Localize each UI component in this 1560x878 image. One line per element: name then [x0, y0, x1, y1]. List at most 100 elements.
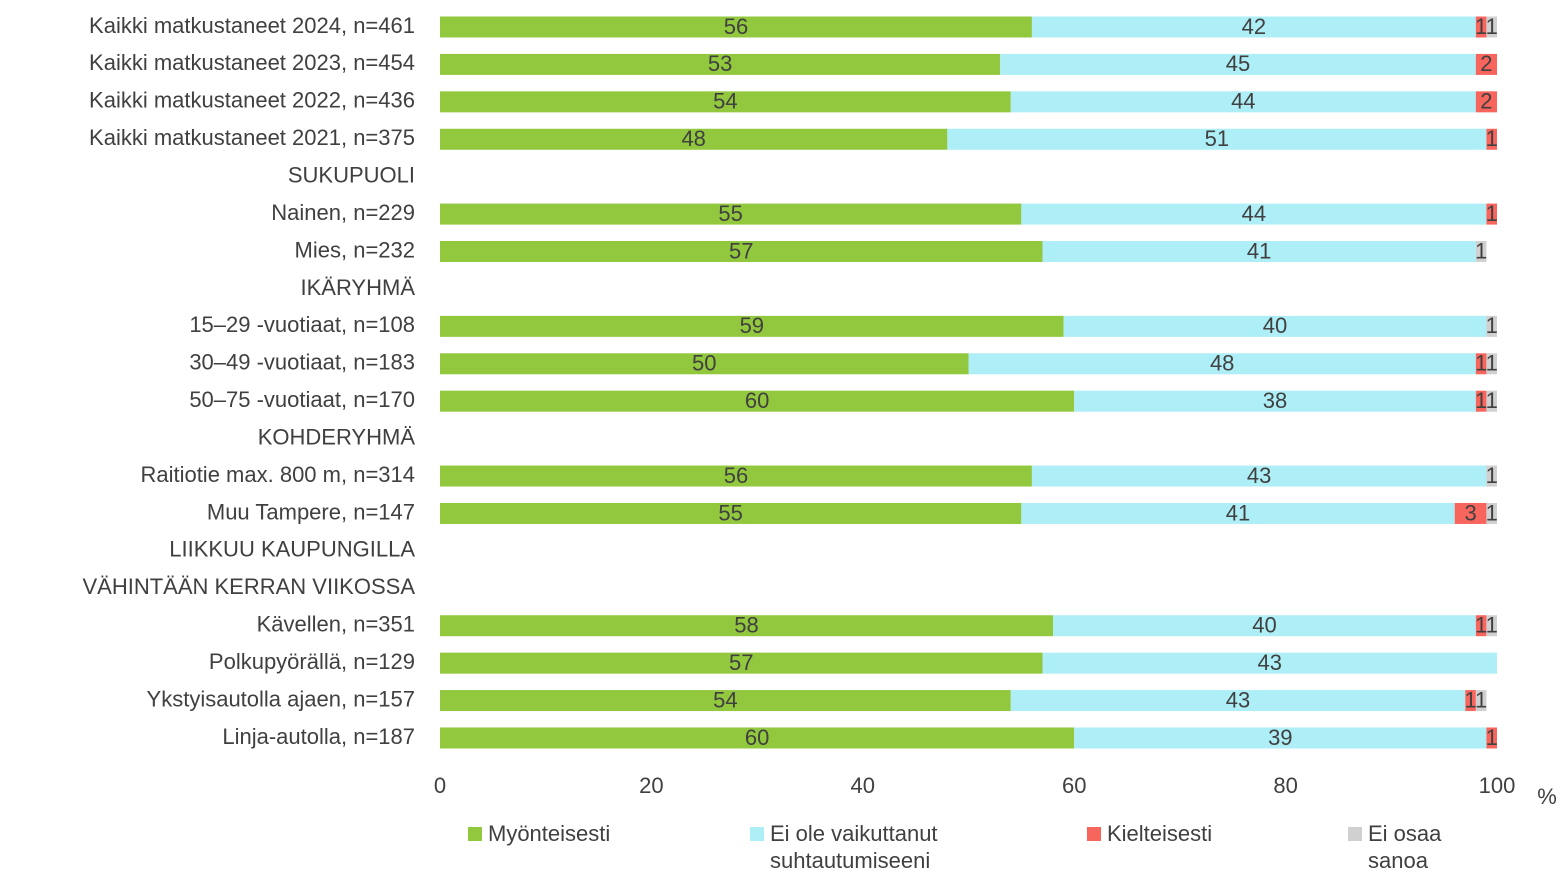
data-label: 55: [718, 500, 742, 525]
data-label: 1: [1486, 463, 1498, 488]
legend-label: Ei osaa sanoa: [1368, 821, 1442, 873]
bar-segment: [1021, 502, 1455, 524]
bar-segment: [1021, 203, 1487, 225]
data-label: 1: [1464, 687, 1476, 712]
bar-segment: [1053, 615, 1476, 637]
y-tick-label: Kaikki matkustaneet 2021, n=375: [89, 125, 415, 150]
bar-segment: [440, 727, 1075, 749]
data-label: 2: [1480, 89, 1492, 114]
y-tick-label: Linja-autolla, n=187: [222, 724, 415, 749]
bar-segment: [947, 128, 1487, 150]
y-tick-label: LIIKKUU KAUPUNGILLA: [169, 537, 415, 562]
bar-segment: [440, 465, 1032, 487]
legend-swatch: [750, 827, 764, 841]
bar-segment: [440, 128, 948, 150]
y-tick-label: KOHDERYHMÄ: [258, 424, 416, 449]
y-tick-label: VÄHINTÄÄN KERRAN VIIKOSSA: [82, 574, 415, 599]
y-tick-label: IKÄRYHMÄ: [300, 275, 415, 300]
data-label: 48: [1210, 351, 1234, 376]
bar-segment: [1465, 690, 1476, 712]
bar-segment: [1486, 390, 1497, 412]
legend-swatch: [1348, 827, 1362, 841]
data-label: 60: [745, 388, 769, 413]
bar-segment: [1486, 727, 1497, 749]
legend-swatch: [1087, 827, 1101, 841]
y-tick-label: Mies, n=232: [295, 237, 415, 262]
data-label: 1: [1475, 388, 1487, 413]
data-label: 1: [1486, 14, 1498, 39]
data-label: 41: [1226, 500, 1250, 525]
data-label: 1: [1475, 14, 1487, 39]
bar-segment: [1000, 53, 1476, 75]
y-tick-label: Polkupyörällä, n=129: [209, 649, 415, 674]
data-label: 58: [734, 613, 758, 638]
data-label: 40: [1263, 313, 1287, 338]
bar-segment: [1486, 502, 1497, 524]
bar-segment: [968, 353, 1476, 375]
data-label: 44: [1242, 201, 1266, 226]
bar-segment: [1063, 315, 1487, 337]
bar-segment: [1475, 53, 1497, 75]
data-label: 1: [1486, 500, 1498, 525]
data-label: 54: [713, 89, 737, 114]
data-label: 45: [1226, 51, 1250, 76]
x-tick-label: 80: [1273, 773, 1297, 798]
y-tick-label: Kaikki matkustaneet 2023, n=454: [89, 50, 415, 75]
bar-segment: [1475, 615, 1487, 637]
x-tick-label: 20: [639, 773, 663, 798]
y-tick-label: Kävellen, n=351: [257, 612, 415, 637]
bar-segment: [1074, 390, 1476, 412]
legend-label: Kielteisesti: [1107, 821, 1213, 846]
data-label: 51: [1205, 126, 1229, 151]
bar-segment: [440, 241, 1043, 263]
bar-segment: [440, 16, 1032, 38]
y-tick-label: Ykstyisautolla ajaen, n=157: [147, 686, 415, 711]
bar-segment: [1010, 91, 1476, 113]
data-label: 57: [729, 650, 753, 675]
bar-segment: [1475, 16, 1487, 38]
data-label: 43: [1258, 650, 1282, 675]
bar-segment: [1486, 16, 1497, 38]
data-label: 59: [740, 313, 764, 338]
data-label: 1: [1486, 351, 1498, 376]
data-label: 1: [1475, 613, 1487, 638]
bar-segment: [440, 690, 1011, 712]
data-label: 44: [1231, 89, 1255, 114]
data-label: 1: [1486, 388, 1498, 413]
y-tick-label: Raitiotie max. 800 m, n=314: [140, 462, 415, 487]
legend-label: Ei ole vaikuttanut suhtautumiseeni: [770, 821, 938, 873]
data-label: 1: [1486, 313, 1498, 338]
data-label: 1: [1475, 687, 1487, 712]
data-label: 60: [745, 725, 769, 750]
data-label: 3: [1464, 500, 1476, 525]
legend-swatch: [468, 827, 482, 841]
x-tick-label: 100: [1479, 773, 1516, 798]
x-axis-label: %: [1537, 784, 1557, 809]
bar-segment: [440, 502, 1022, 524]
bar-segment: [1454, 502, 1487, 524]
legend-item: Ei ole vaikuttanut suhtautumiseeni: [750, 820, 990, 874]
bar-segment: [440, 203, 1022, 225]
bar-segment: [1475, 690, 1487, 712]
bar-segment: [440, 652, 1043, 674]
bar-segment: [1031, 465, 1487, 487]
data-label: 1: [1475, 351, 1487, 376]
data-label: 1: [1486, 126, 1498, 151]
bar-segment: [440, 91, 1011, 113]
bar-segment: [1475, 390, 1487, 412]
legend-item: Kielteisesti: [1087, 820, 1287, 847]
bar-segment: [440, 53, 1001, 75]
data-label: 53: [708, 51, 732, 76]
data-label: 56: [724, 463, 748, 488]
bar-segment: [1475, 91, 1497, 113]
bar-segment: [1042, 241, 1476, 263]
data-label: 43: [1247, 463, 1271, 488]
bar-segment: [1486, 615, 1497, 637]
data-label: 57: [729, 238, 753, 263]
data-label: 1: [1475, 238, 1487, 263]
bar-segment: [1486, 128, 1497, 150]
legend-item: Myönteisesti: [468, 820, 668, 847]
bar-segment: [1010, 690, 1466, 712]
